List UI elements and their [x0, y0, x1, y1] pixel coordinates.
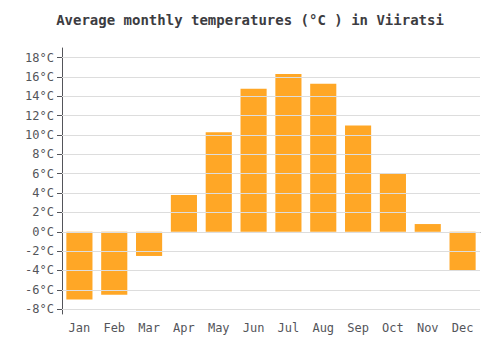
svg-text:12°C: 12°C — [25, 109, 54, 123]
svg-text:2°C: 2°C — [32, 205, 54, 219]
svg-text:-8°C: -8°C — [25, 302, 54, 316]
svg-text:14°C: 14°C — [25, 89, 54, 103]
svg-text:May: May — [208, 321, 230, 335]
svg-text:-6°C: -6°C — [25, 283, 54, 297]
svg-text:Apr: Apr — [173, 321, 195, 335]
svg-text:10°C: 10°C — [25, 128, 54, 142]
svg-text:Jun: Jun — [243, 321, 265, 335]
svg-text:Average monthly temperatures (: Average monthly temperatures (°C ) in Vi… — [56, 12, 444, 28]
svg-text:Jul: Jul — [278, 321, 300, 335]
svg-text:Dec: Dec — [452, 321, 474, 335]
svg-text:Nov: Nov — [417, 321, 439, 335]
svg-text:6°C: 6°C — [32, 167, 54, 181]
svg-text:Aug: Aug — [312, 321, 334, 335]
svg-text:16°C: 16°C — [25, 70, 54, 84]
svg-text:0°C: 0°C — [32, 225, 54, 239]
svg-text:-2°C: -2°C — [25, 244, 54, 258]
svg-text:Jan: Jan — [69, 321, 91, 335]
svg-text:-4°C: -4°C — [25, 263, 54, 277]
svg-text:Feb: Feb — [103, 321, 125, 335]
svg-text:4°C: 4°C — [32, 186, 54, 200]
svg-text:18°C: 18°C — [25, 51, 54, 65]
svg-text:8°C: 8°C — [32, 147, 54, 161]
svg-text:Mar: Mar — [138, 321, 160, 335]
svg-text:Sep: Sep — [347, 321, 369, 335]
svg-text:Oct: Oct — [382, 321, 404, 335]
